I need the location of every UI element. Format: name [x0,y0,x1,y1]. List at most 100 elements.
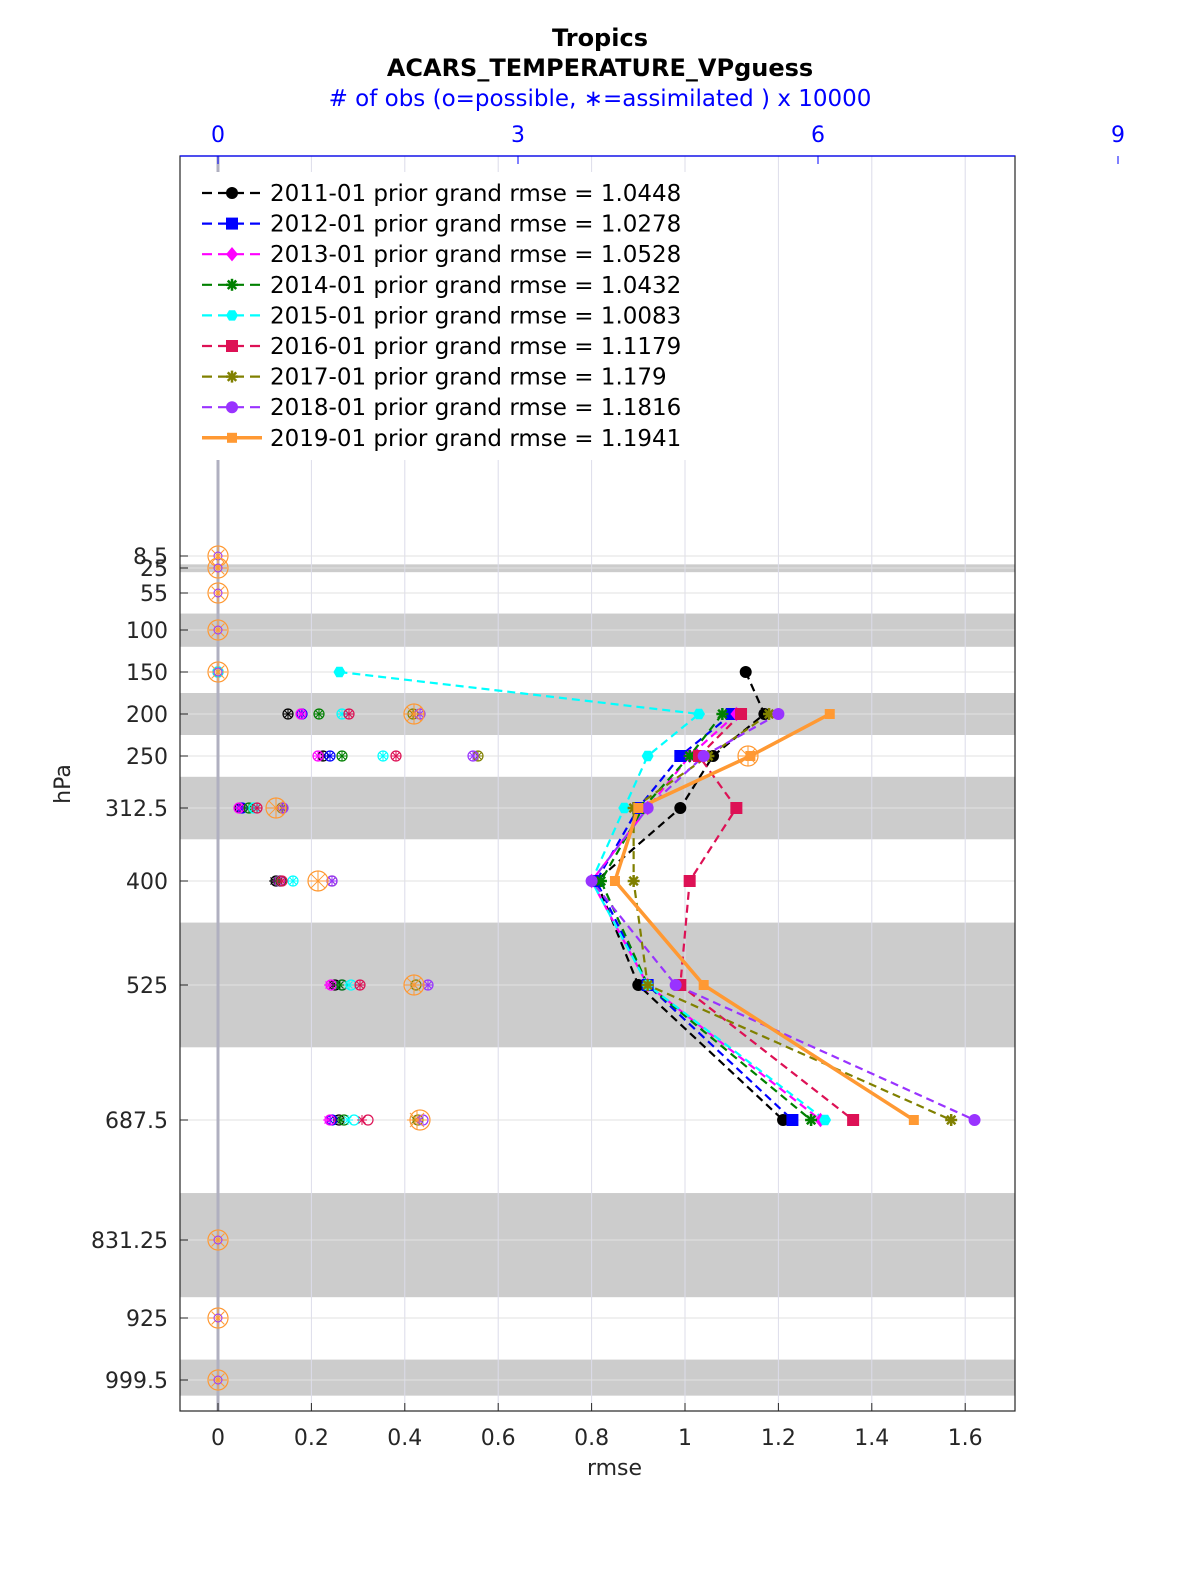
series-line-2018-01 [590,713,975,1122]
top-tick-label: 3 [511,123,525,148]
series-line-2012-01 [595,713,794,1121]
zero-obs-inner [213,667,223,677]
obs-assimilated-2011-01-stroke [284,710,292,718]
obs-assimilated-2016-01-stroke [392,752,400,760]
zero-obs-assimilated-stroke [211,665,225,679]
data-point-2016-01 [735,708,748,720]
legend-entry-2014-01: 2014-01 prior grand rmse = 1.0432 [270,273,681,299]
legend-marker-2017-01 [226,370,238,383]
data-point-2011-01 [777,1114,790,1126]
legend-marker-2013-01 [226,247,238,262]
data-point-2014-01-stroke [717,708,728,720]
data-point-2014-01-stroke [595,875,607,887]
zero-obs-possible [207,1229,229,1251]
legend-marker-2016-01 [226,340,238,352]
obs-assimilated-2015-01-stroke [289,877,297,885]
obs-assimilated-2018-01-stroke [469,752,477,760]
zero-obs-assimilated-stroke [211,1311,225,1325]
data-point-2014-01 [716,708,729,720]
legend-marker-2015-01 [226,310,238,321]
series-line-2015-01 [339,670,826,1121]
level-band [180,1193,1015,1298]
obs-assimilated-2013-01-stroke [235,804,243,812]
zero-obs-assimilated-stroke [211,623,225,637]
top-tick-label: 0 [211,123,225,148]
y-tick-label: 55 [140,582,168,607]
data-point-2015-01 [819,1114,832,1126]
x-tick-label: 1.4 [854,1426,889,1451]
y-tick-label: 200 [126,703,168,728]
data-point-2015-01 [618,802,631,814]
zero-obs-possible [207,582,229,604]
y-tick-label: 525 [126,974,168,999]
obs-assimilated-2018-01-stroke [328,877,336,885]
obs-assimilated-2015-01 [288,876,298,886]
obs-assimilated-2016-01-stroke [278,877,286,885]
obs-assimilated-2016-01-stroke [253,804,261,812]
y-tick-label: 312.5 [105,797,168,822]
data-point-2019-01 [698,980,709,990]
obs-assimilated-2011-01 [283,709,293,719]
legend-marker-2014-01-stroke [226,279,238,290]
obs-assimilated-2019-01 [404,975,424,995]
obs-assimilated-2018-01 [327,876,337,886]
zero-obs-assimilated-stroke [211,1233,225,1247]
obs-assimilated-2016-01 [344,709,354,719]
zero-obs-inner [213,1375,223,1385]
data-point-2017-01 [945,1114,958,1126]
series-line-2014-01 [599,713,812,1121]
zero-obs-assimilated [209,663,227,681]
y-tick-label: 999.5 [105,1369,168,1394]
zero-obs-assimilated [209,1309,227,1327]
obs-assimilated-2016-01 [277,876,287,886]
zero-obs-assimilated [209,621,227,639]
data-point-2011-01 [632,979,645,991]
legend-entry-2018-01: 2018-01 prior grand rmse = 1.1816 [270,395,681,421]
top-tick-label: 9 [1111,123,1125,148]
obs-assimilated-2019-01-stroke [406,977,422,993]
chart-title-region: Tropics [552,24,648,52]
data-point-2014-01-stroke [805,1114,817,1126]
zero-obs-inner [213,588,223,598]
data-point-2016-01 [730,802,743,814]
legend-entry-2011-01: 2011-01 prior grand rmse = 1.0448 [270,181,681,207]
legend-entry-2016-01: 2016-01 prior grand rmse = 1.1179 [270,334,681,360]
obs-assimilated-2015-01-stroke [379,752,387,760]
obs-assimilated-2013-01 [313,751,323,761]
data-point-2018-01 [585,875,598,887]
data-point-2014-01 [805,1114,818,1126]
obs-assimilated-2014-01 [314,709,324,719]
x-tick-label: 1 [678,1426,692,1451]
x-tick-label: 1.2 [761,1426,796,1451]
obs-assimilated-2014-01-stroke [315,710,323,718]
obs-assimilated-2014-01 [335,980,345,990]
data-point-2016-01 [847,1114,860,1126]
series-line-2019-01 [612,712,915,1122]
legend-marker-2012-01 [226,217,238,230]
y-tick-label: 925 [126,1307,168,1332]
x-tick-label: 0.6 [481,1426,516,1451]
data-point-2011-01 [674,802,687,814]
x-axis-label: rmse [587,1456,642,1481]
y-tick-label: 8.5 [133,545,168,570]
obs-assimilated-2016-01 [391,751,401,761]
zero-obs-assimilated-stroke [211,549,225,563]
top-tick-label: 6 [811,123,825,148]
zero-obs-assimilated-stroke [211,586,225,600]
legend-entry-2017-01: 2017-01 prior grand rmse = 1.179 [270,365,667,391]
level-band [180,1359,1015,1396]
data-point-2017-01 [627,875,640,887]
zero-obs-assimilated [209,1231,227,1249]
series-line-2017-01 [632,713,952,1122]
obs-assimilated-2019-01-stroke [268,800,284,816]
obs-assimilated-2013-01-stroke [297,710,305,718]
zero-obs-possible [207,1369,229,1391]
zero-obs-possible [207,661,229,683]
obs-assimilated-2018-01-stroke [424,981,432,989]
obs-assimilated-2019-01 [404,704,424,724]
series-line-2016-01 [679,713,854,1121]
y-axis-label: hPa [51,764,76,804]
data-point-2017-01-stroke [946,1114,957,1126]
x-tick-label: 1.6 [948,1426,983,1451]
obs-assimilated-2015-01 [343,1115,353,1125]
